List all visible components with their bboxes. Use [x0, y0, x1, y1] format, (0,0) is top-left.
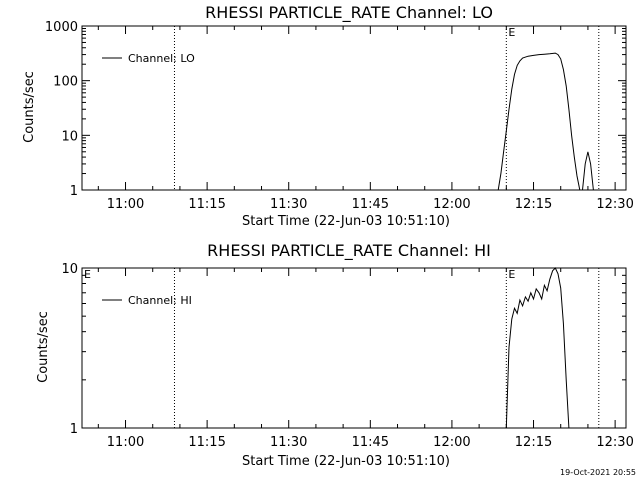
x-tick-label: 11:00: [107, 197, 144, 212]
x-axis-label: Start Time (22-Jun-03 10:51:10): [242, 214, 450, 229]
y-tick-label: 1: [70, 422, 78, 437]
x-tick-label: 11:30: [270, 197, 307, 212]
x-tick-label: 11:15: [188, 197, 225, 212]
x-tick-label: 11:15: [188, 435, 225, 450]
panel-title: RHESSI PARTICLE_RATE Channel: HI: [207, 241, 491, 261]
footer-timestamp: 19-Oct-2021 20:55: [560, 468, 636, 477]
legend-label: Channel: LO: [128, 52, 195, 65]
legend-label: Channel: HI: [128, 294, 192, 307]
marker-label: E: [508, 268, 515, 281]
series-line: [505, 267, 570, 429]
x-tick-label: 11:00: [107, 435, 144, 450]
y-tick-label: 1: [70, 184, 78, 199]
x-tick-label: 11:45: [352, 435, 389, 450]
x-tick-label: 12:30: [596, 197, 633, 212]
plot-frame: [81, 25, 627, 191]
y-tick-label: 1000: [45, 20, 78, 35]
y-tick-label: 10: [61, 262, 78, 277]
panel-lo: RHESSI PARTICLE_RATE Channel: LO Start T…: [22, 3, 634, 229]
x-tick-label: 12:15: [515, 435, 552, 450]
series-line: [497, 52, 581, 191]
x-tick-label: 12:15: [515, 197, 552, 212]
y-axis-label: Counts/sec: [22, 71, 37, 143]
panel-title: RHESSI PARTICLE_RATE Channel: LO: [205, 3, 493, 23]
series-line: [582, 151, 594, 191]
y-axis-label: Counts/sec: [36, 311, 51, 383]
marker-label: E: [508, 26, 515, 39]
y-tick-label: 10: [61, 129, 78, 144]
plot-frame: [81, 267, 627, 429]
x-tick-label: 11:45: [352, 197, 389, 212]
x-tick-label: 12:30: [596, 435, 633, 450]
x-tick-label: 12:00: [433, 435, 470, 450]
x-axis-label: Start Time (22-Jun-03 10:51:10): [242, 454, 450, 469]
marker-label: E: [84, 268, 91, 281]
y-tick-label: 100: [53, 75, 78, 90]
x-tick-label: 12:00: [433, 197, 470, 212]
panel-hi: RHESSI PARTICLE_RATE Channel: HI Start T…: [36, 241, 634, 469]
x-tick-label: 11:30: [270, 435, 307, 450]
